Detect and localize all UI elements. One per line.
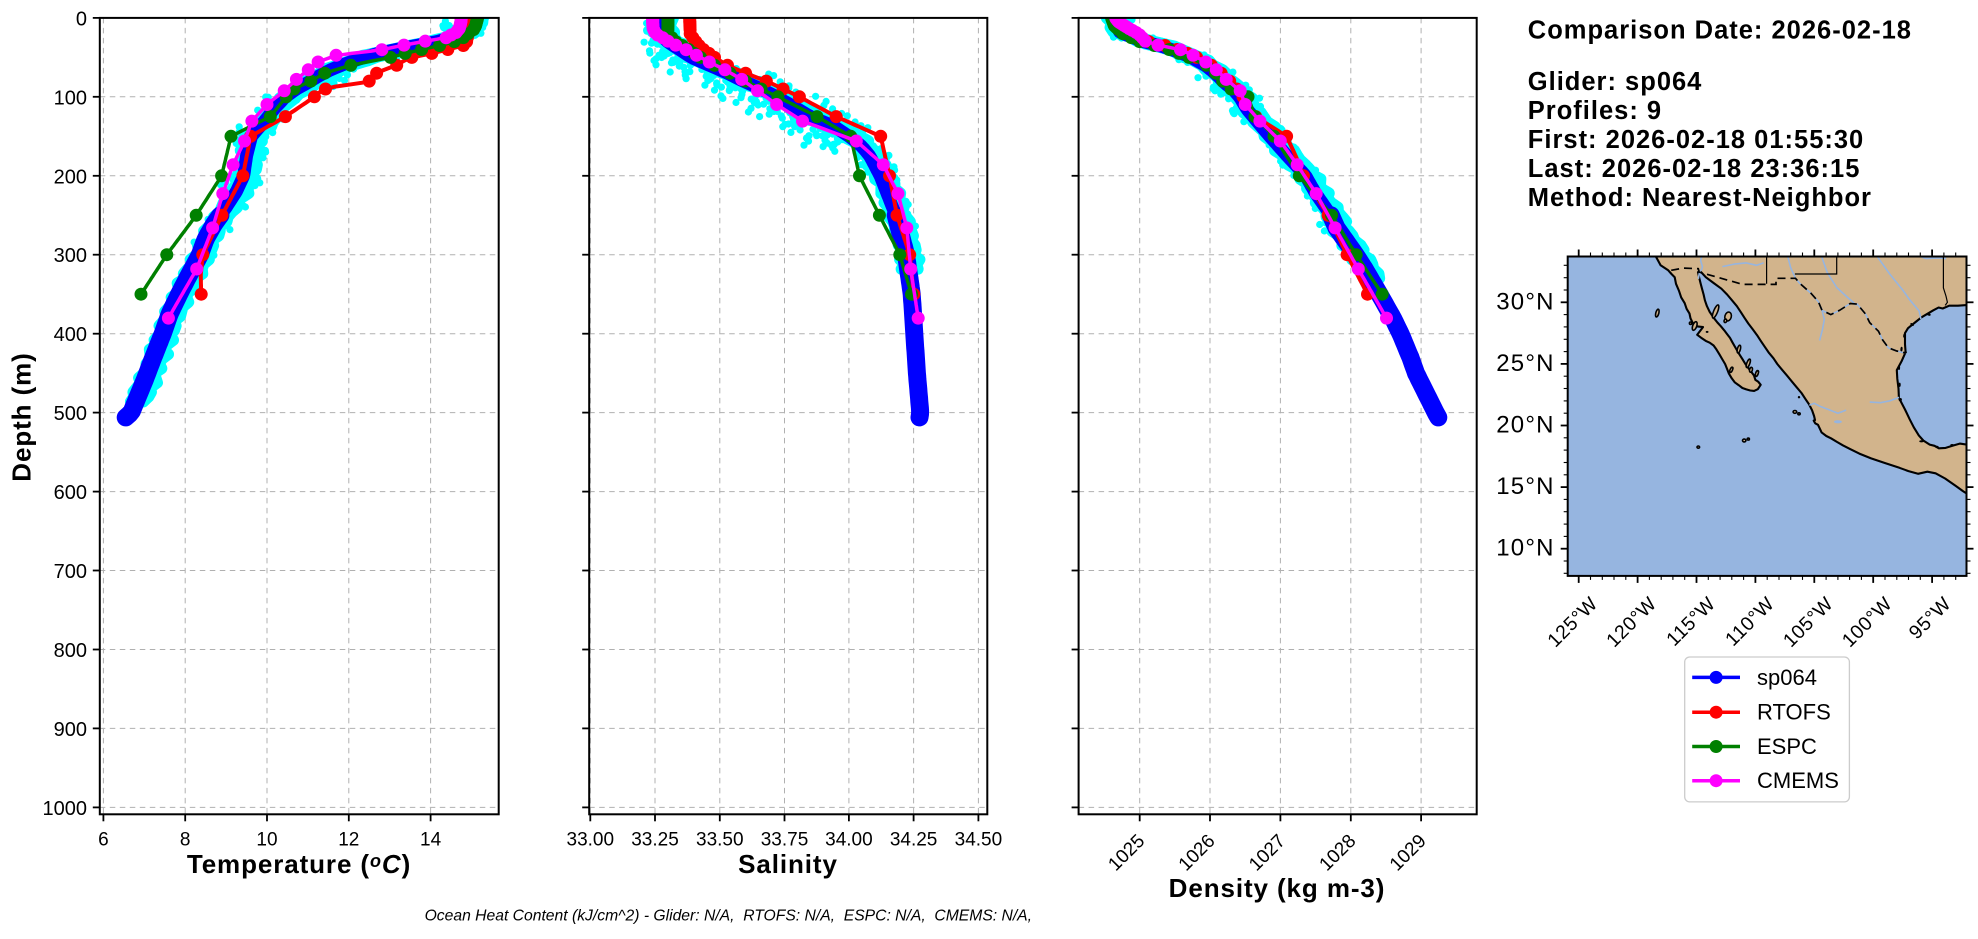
svg-text:33.25: 33.25 [631,829,679,850]
svg-text:500: 500 [54,403,87,425]
svg-text:Profiles: 9: Profiles: 9 [1528,97,1662,125]
svg-text:Depth (m): Depth (m) [7,352,37,481]
svg-text:25°N: 25°N [1496,350,1554,377]
svg-text:Glider: sp064: Glider: sp064 [1528,68,1703,96]
svg-text:34.00: 34.00 [825,829,873,850]
svg-text:Density (kg m-3): Density (kg m-3) [1169,873,1386,903]
svg-text:10°N: 10°N [1496,535,1554,562]
svg-text:600: 600 [54,482,87,504]
svg-text:100: 100 [54,87,87,109]
svg-text:200: 200 [54,166,87,188]
svg-text:30°N: 30°N [1496,288,1554,315]
svg-text:33.75: 33.75 [761,829,809,850]
svg-text:900: 900 [54,719,87,741]
svg-text:20°N: 20°N [1496,412,1554,439]
svg-text:34.25: 34.25 [890,829,938,850]
svg-text:34.50: 34.50 [955,829,1003,850]
svg-text:Method: Nearest-Neighbor: Method: Nearest-Neighbor [1528,184,1872,212]
svg-text:Comparison Date: 2026-02-18: Comparison Date: 2026-02-18 [1528,17,1912,45]
svg-text:6: 6 [98,829,109,850]
svg-text:Salinity: Salinity [738,849,838,879]
svg-text:Ocean Heat Content (kJ/cm^2) -: Ocean Heat Content (kJ/cm^2) - Glider: N… [425,908,1032,925]
svg-text:33.00: 33.00 [567,829,615,850]
svg-text:12: 12 [338,829,359,850]
svg-text:1000: 1000 [43,798,88,820]
svg-text:33.50: 33.50 [696,829,744,850]
svg-text:400: 400 [54,324,87,346]
svg-text:Temperature (oC): Temperature (oC) [187,849,411,879]
svg-text:0: 0 [76,8,87,30]
svg-text:15°N: 15°N [1496,473,1554,500]
svg-text:CMEMS: CMEMS [1757,768,1839,793]
svg-text:8: 8 [180,829,191,850]
svg-text:sp064: sp064 [1757,665,1817,690]
svg-text:ESPC: ESPC [1757,734,1817,759]
svg-text:Last: 2026-02-18 23:36:15: Last: 2026-02-18 23:36:15 [1528,155,1861,183]
svg-text:14: 14 [420,829,442,850]
svg-text:RTOFS: RTOFS [1757,700,1831,725]
svg-text:300: 300 [54,245,87,267]
svg-text:800: 800 [54,640,87,662]
svg-text:10: 10 [256,829,277,850]
svg-text:First: 2026-02-18 01:55:30: First: 2026-02-18 01:55:30 [1528,126,1864,154]
svg-text:700: 700 [54,561,87,583]
